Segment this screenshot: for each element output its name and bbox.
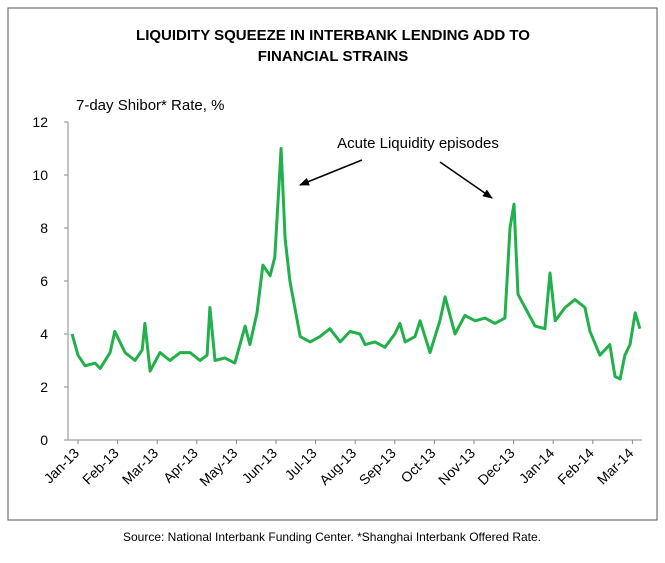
x-tick-label: Mar-14 (594, 445, 637, 488)
x-tick-label: May-13 (196, 445, 240, 489)
y-tick-label: 12 (32, 114, 48, 130)
y-tick-label: 2 (40, 379, 48, 395)
annotation: Acute Liquidity episodes (337, 135, 499, 152)
y-tick-label: 10 (32, 167, 48, 183)
y-tick-label: 8 (40, 220, 48, 236)
x-tick-label: Oct-13 (397, 445, 438, 486)
source-note: Source: National Interbank Funding Cente… (123, 530, 541, 544)
annotation-arrow (299, 159, 363, 186)
x-tick-label: Jul-13 (281, 445, 319, 483)
chart-border (7, 7, 658, 521)
chart-title: LIQUIDITY SQUEEZE IN INTERBANK LENDING A… (136, 27, 530, 44)
x-tick-label: Feb-14 (554, 445, 597, 488)
x-tick-label: Jun-13 (239, 445, 281, 487)
x-tick-label: Nov-13 (435, 445, 478, 488)
y-tick-label: 4 (40, 326, 48, 342)
annotation-arrow (439, 161, 493, 199)
y-tick-label: 0 (40, 432, 48, 448)
x-tick-label: Aug-13 (316, 445, 359, 488)
x-tick-label: Jan-13 (41, 445, 83, 487)
x-tick-label: Apr-13 (160, 445, 201, 486)
data-line (70, 147, 642, 381)
y-tick-label: 6 (40, 273, 48, 289)
x-tick-label: Dec-13 (474, 445, 517, 488)
x-tick-label: Jan-14 (516, 445, 558, 487)
x-tick-label: Mar-13 (119, 445, 162, 488)
x-tick-label: Feb-13 (79, 445, 122, 488)
y-axis-label: 7-day Shibor* Rate, % (76, 97, 224, 114)
x-tick-label: Sep-13 (356, 445, 399, 488)
chart-title: FINANCIAL STRAINS (258, 48, 409, 65)
